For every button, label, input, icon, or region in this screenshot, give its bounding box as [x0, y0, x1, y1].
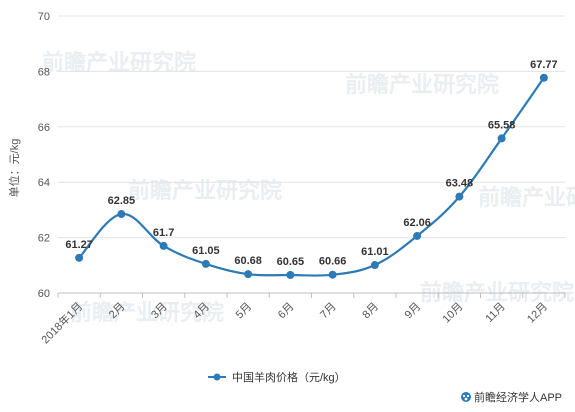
data-point — [370, 261, 379, 270]
brand-text: 前瞻经济学人APP — [474, 390, 562, 404]
data-point — [413, 231, 422, 240]
data-label: 67.77 — [530, 59, 558, 71]
data-point — [539, 73, 548, 82]
y-tick-label: 62 — [38, 233, 50, 245]
data-point — [244, 270, 253, 279]
legend: 中国羊肉价格（元/kg） — [208, 370, 346, 384]
y-tick-label: 60 — [38, 288, 50, 300]
data-point — [286, 270, 295, 279]
data-label: 60.65 — [277, 256, 305, 268]
series-line — [78, 77, 545, 277]
brand-footer: 前瞻经济学人APP — [461, 390, 562, 404]
data-point — [75, 253, 84, 262]
data-label: 61.05 — [192, 245, 220, 257]
data-label: 61.01 — [361, 246, 389, 258]
y-tick-label: 66 — [38, 122, 50, 134]
watermark-text: 前瞻产业研究院 — [42, 50, 196, 75]
watermark-text: 前瞻产业研究院 — [345, 72, 499, 97]
watermark-text: 前瞻产业研究院 — [478, 185, 575, 210]
y-tick-label: 64 — [38, 177, 50, 189]
y-tick-label: 70 — [38, 11, 50, 23]
legend-marker — [213, 373, 221, 381]
data-point — [328, 270, 337, 279]
y-axis-ticks: 60 62 64 66 68 70 — [38, 11, 50, 300]
legend-label: 中国羊肉价格（元/kg） — [232, 370, 346, 384]
y-axis-label: 单位：元/kg — [7, 139, 21, 198]
data-label: 60.68 — [234, 255, 262, 267]
x-tick-label: 5月 — [234, 301, 255, 322]
data-label: 62.06 — [403, 217, 431, 229]
data-point — [201, 259, 210, 268]
data-label: 61.27 — [65, 239, 93, 251]
x-tick-label: 6月 — [276, 301, 297, 322]
data-point — [455, 192, 464, 201]
watermark-text: 前瞻产业研究院 — [70, 300, 224, 325]
x-tick-label: 7月 — [318, 301, 339, 322]
data-labels: 61.27 62.85 61.7 61.05 60.68 60.65 60.66 61.01 6… — [65, 59, 557, 268]
watermarks: 前瞻产业研究院前瞻产业研究院前瞻产业研究院前瞻产业研究院前瞻产业研究院前瞻产业研… — [42, 50, 575, 325]
data-label: 65.58 — [488, 119, 516, 131]
data-label: 61.7 — [153, 227, 174, 239]
data-point — [117, 210, 126, 219]
paw-icon — [461, 392, 471, 402]
data-point — [159, 241, 168, 250]
y-tick-label: 68 — [38, 66, 50, 78]
data-points — [75, 73, 548, 279]
data-label: 60.66 — [319, 256, 347, 268]
data-label: 62.85 — [108, 195, 136, 207]
data-label: 63.48 — [446, 178, 474, 190]
data-point — [497, 134, 506, 143]
x-tick-label: 8月 — [360, 301, 381, 322]
